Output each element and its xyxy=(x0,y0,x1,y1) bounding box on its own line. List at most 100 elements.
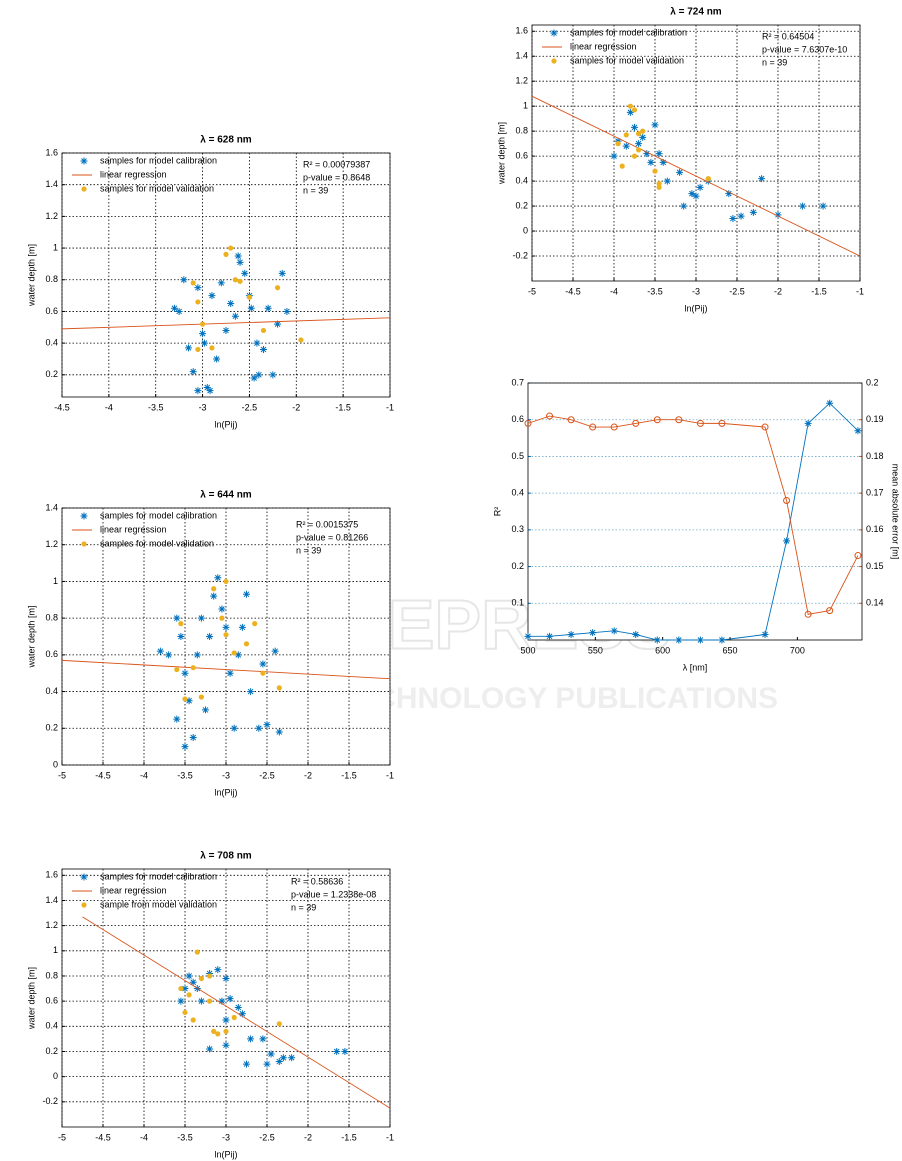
y-tick-label: 0 xyxy=(53,1071,58,1081)
x-tick-label: -3 xyxy=(222,770,230,780)
marker-plus xyxy=(632,630,640,638)
chart-title: λ = 644 nm xyxy=(200,490,252,501)
marker-dot xyxy=(274,285,281,291)
marker-dot xyxy=(207,998,213,1004)
y-tick-label: 0.6 xyxy=(515,150,528,160)
y-axis-label: water depth [m] xyxy=(496,122,506,185)
marker-plus xyxy=(206,387,214,395)
marker-dot xyxy=(178,621,184,627)
marker-dot xyxy=(195,346,201,353)
marker-plus xyxy=(230,724,238,732)
marker-plus xyxy=(234,1003,242,1011)
y2-tick-label: 0.2 xyxy=(866,377,879,387)
x-tick-label: -1.5 xyxy=(341,770,357,780)
marker-circle xyxy=(610,423,618,431)
x-tick-label: -3 xyxy=(199,402,207,412)
regression-line xyxy=(61,659,391,680)
y-tick-label: 0.6 xyxy=(45,649,58,659)
x-tick-label: -4.5 xyxy=(54,402,70,412)
marker-plus xyxy=(247,1035,255,1043)
marker-plus xyxy=(218,605,226,613)
plot-frame xyxy=(531,24,861,282)
marker-plus xyxy=(222,326,230,334)
x-tick-label: -3.5 xyxy=(148,402,164,412)
x-tick-label: -1.5 xyxy=(341,1132,357,1142)
marker-dot xyxy=(246,294,253,300)
marker-dot xyxy=(627,103,634,109)
marker-plus xyxy=(200,339,208,347)
x-tick-label: -3.5 xyxy=(177,1132,193,1142)
marker-dot xyxy=(232,277,238,283)
x-axis-label: λ [nm] xyxy=(683,662,708,672)
marker-plus xyxy=(259,660,267,668)
legend-marker xyxy=(80,157,88,165)
marker-plus xyxy=(259,345,267,353)
marker-plus xyxy=(238,1010,246,1018)
y-tick-label: -0.2 xyxy=(512,250,528,260)
marker-dot xyxy=(636,147,642,153)
annotation: R² = 0.58636 xyxy=(291,876,343,886)
series-line xyxy=(527,415,859,615)
legend-label: samples for model validation xyxy=(100,183,214,193)
marker-plus xyxy=(653,636,661,644)
marker-plus xyxy=(210,592,218,600)
marker-dot xyxy=(656,180,662,187)
marker-plus xyxy=(643,150,651,158)
x-tick-label: -4 xyxy=(140,1132,148,1142)
marker-plus xyxy=(241,269,249,277)
y-tick-label: 1.2 xyxy=(515,76,528,86)
marker-plus xyxy=(243,590,250,598)
marker-circle xyxy=(632,419,640,427)
marker-plus xyxy=(651,121,659,129)
marker-dot xyxy=(231,1014,237,1021)
x-tick-label: -3 xyxy=(692,286,700,296)
marker-plus xyxy=(181,669,189,677)
marker-dot xyxy=(215,1031,221,1037)
y-tick-label: 0.6 xyxy=(511,414,524,424)
marker-circle xyxy=(696,419,704,427)
marker-circle xyxy=(761,423,769,431)
plot-area xyxy=(62,153,390,397)
marker-plus xyxy=(217,279,225,287)
chart-title: λ = 708 nm xyxy=(200,851,252,862)
marker-plus xyxy=(208,292,216,300)
marker-plus xyxy=(231,312,239,320)
x-tick-label: -4.5 xyxy=(95,1132,111,1142)
y-axis-label: R² xyxy=(492,507,502,517)
marker-dot xyxy=(615,141,621,147)
marker-plus xyxy=(275,728,283,736)
marker-plus xyxy=(255,724,263,732)
marker-plus xyxy=(206,1045,214,1053)
marker-dot xyxy=(243,641,250,647)
marker-plus xyxy=(165,651,173,659)
marker-dot xyxy=(640,128,646,134)
marker-dot xyxy=(207,973,213,979)
x-tick-label: -1 xyxy=(386,770,394,780)
marker-plus xyxy=(692,192,700,200)
marker-plus xyxy=(226,995,234,1003)
legend-label: samples for model validation xyxy=(100,538,214,548)
marker-dot xyxy=(211,586,217,592)
marker-plus xyxy=(180,276,188,284)
marker-plus xyxy=(626,108,634,116)
x-tick-label: -3.5 xyxy=(177,770,193,780)
x-tick-label: -2 xyxy=(774,286,782,296)
y-tick-label: 0.4 xyxy=(45,1021,58,1031)
marker-plus xyxy=(729,215,737,223)
y-tick-label: 1.4 xyxy=(45,502,58,512)
marker-plus xyxy=(227,300,235,308)
marker-plus xyxy=(222,1016,230,1024)
legend-label: linear regression xyxy=(100,169,167,179)
marker-dot xyxy=(174,666,180,673)
legend-label: linear regression xyxy=(100,524,167,534)
y-tick-label: 0.7 xyxy=(511,377,524,387)
annotation: n = 39 xyxy=(296,545,321,555)
y-tick-label: 0.2 xyxy=(45,1046,58,1056)
x-tick-label: -2.5 xyxy=(729,286,745,296)
marker-plus xyxy=(675,636,683,644)
annotation: R² = 0.0015375 xyxy=(296,519,358,529)
marker-dot xyxy=(652,168,658,174)
marker-dot xyxy=(276,1021,282,1027)
marker-dot xyxy=(619,163,625,169)
y-tick-label: 1.6 xyxy=(45,147,58,157)
